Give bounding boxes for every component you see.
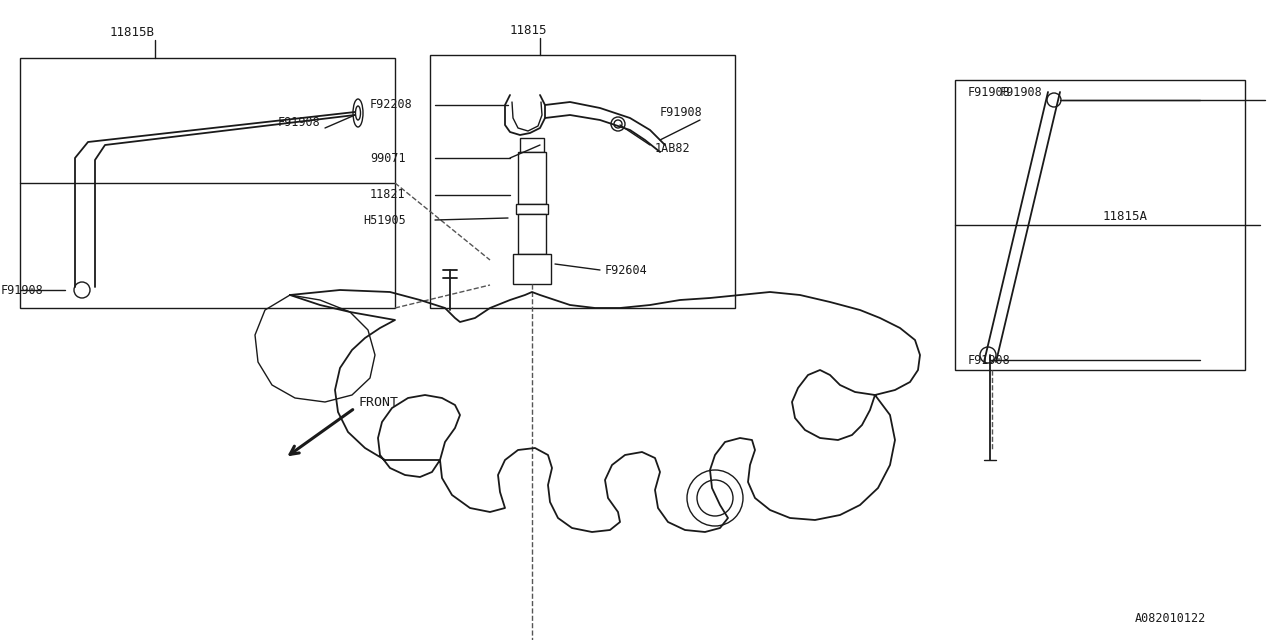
Text: 11815B: 11815B [110, 26, 155, 38]
Bar [20, 58, 396, 308]
Text: F91908: F91908 [278, 116, 321, 129]
Text: F91908: F91908 [1, 284, 44, 296]
Text: FRONT: FRONT [358, 396, 398, 408]
Text: A082010122: A082010122 [1135, 611, 1206, 625]
Bar [513, 254, 550, 284]
Text: F91908: F91908 [968, 86, 1011, 99]
Bar [518, 152, 547, 204]
Text: 11821: 11821 [370, 189, 406, 202]
Text: 11815A: 11815A [1103, 211, 1148, 223]
Bar [955, 80, 1245, 370]
Bar [520, 138, 544, 152]
Text: H51905: H51905 [364, 214, 406, 227]
Text: 11815: 11815 [509, 24, 548, 36]
Text: F91908: F91908 [1000, 86, 1043, 99]
Text: F92208: F92208 [370, 99, 412, 111]
Text: F92604: F92604 [605, 264, 648, 276]
Text: F91908: F91908 [660, 106, 703, 118]
Bar [518, 214, 547, 254]
Text: 99071: 99071 [370, 152, 406, 164]
Bar [516, 204, 548, 214]
Text: F91908: F91908 [968, 353, 1011, 367]
Bar [430, 55, 735, 308]
Text: 1AB82: 1AB82 [655, 141, 691, 154]
